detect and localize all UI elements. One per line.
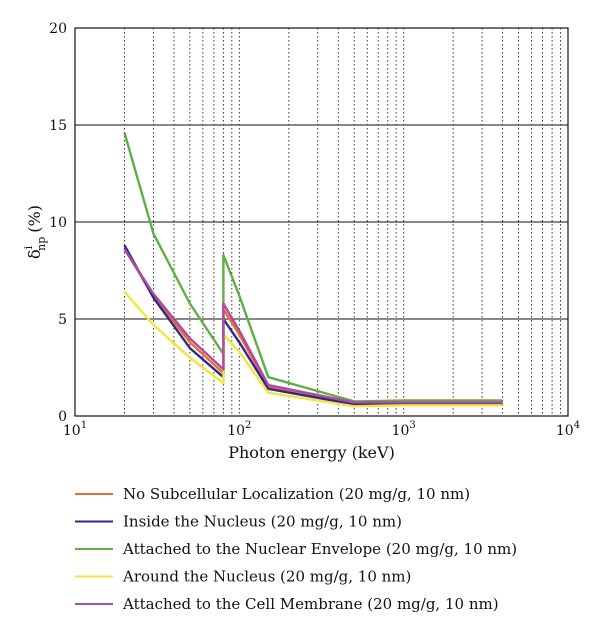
- y-axis-superscript: i: [22, 245, 35, 249]
- y-tick-labels: 0 5 10 15 20: [49, 21, 67, 425]
- y-axis-subscript: np: [35, 237, 48, 251]
- y-tick-label: 15: [49, 118, 67, 134]
- y-tick-label: 5: [58, 312, 67, 328]
- x-minor-grid: [124, 28, 561, 416]
- y-major-grid: [75, 124, 568, 320]
- x-tick-label: 101: [63, 420, 87, 439]
- y-axis-symbol: δ: [25, 249, 44, 259]
- x-tick-labels: 101 102 103 104: [63, 420, 580, 439]
- legend-label: Around the Nucleus (20 mg/g, 10 nm): [122, 568, 411, 586]
- y-tick-label: 10: [49, 215, 67, 231]
- plot-frame: [74, 27, 569, 417]
- x-tick-label: 103: [392, 420, 416, 439]
- x-axis-title: Photon energy (keV): [228, 443, 395, 462]
- legend: No Subcellular Localization (20 mg/g, 10…: [75, 485, 517, 613]
- legend-label: Inside the Nucleus (20 mg/g, 10 nm): [123, 513, 402, 531]
- series-line-2: [123, 244, 503, 406]
- legend-label: Attached to the Nuclear Envelope (20 mg/…: [122, 540, 517, 558]
- x-tick-label: 102: [227, 420, 251, 439]
- legend-label: Attached to the Cell Membrane (20 mg/g, …: [122, 595, 499, 613]
- y-axis-unit: (%): [25, 205, 44, 233]
- svg-text:δinp(%): δinp (%): [22, 205, 48, 259]
- series-line-3: [123, 132, 503, 403]
- series-line-5: [123, 248, 503, 404]
- series-lines: [123, 132, 503, 408]
- y-axis-title: δinp (%): [22, 205, 48, 259]
- legend-label: No Subcellular Localization (20 mg/g, 10…: [123, 485, 470, 503]
- y-tick-label: 0: [58, 409, 67, 425]
- series-line-4: [123, 291, 503, 408]
- x-tick-label: 104: [556, 420, 580, 439]
- y-tick-label: 20: [49, 21, 67, 37]
